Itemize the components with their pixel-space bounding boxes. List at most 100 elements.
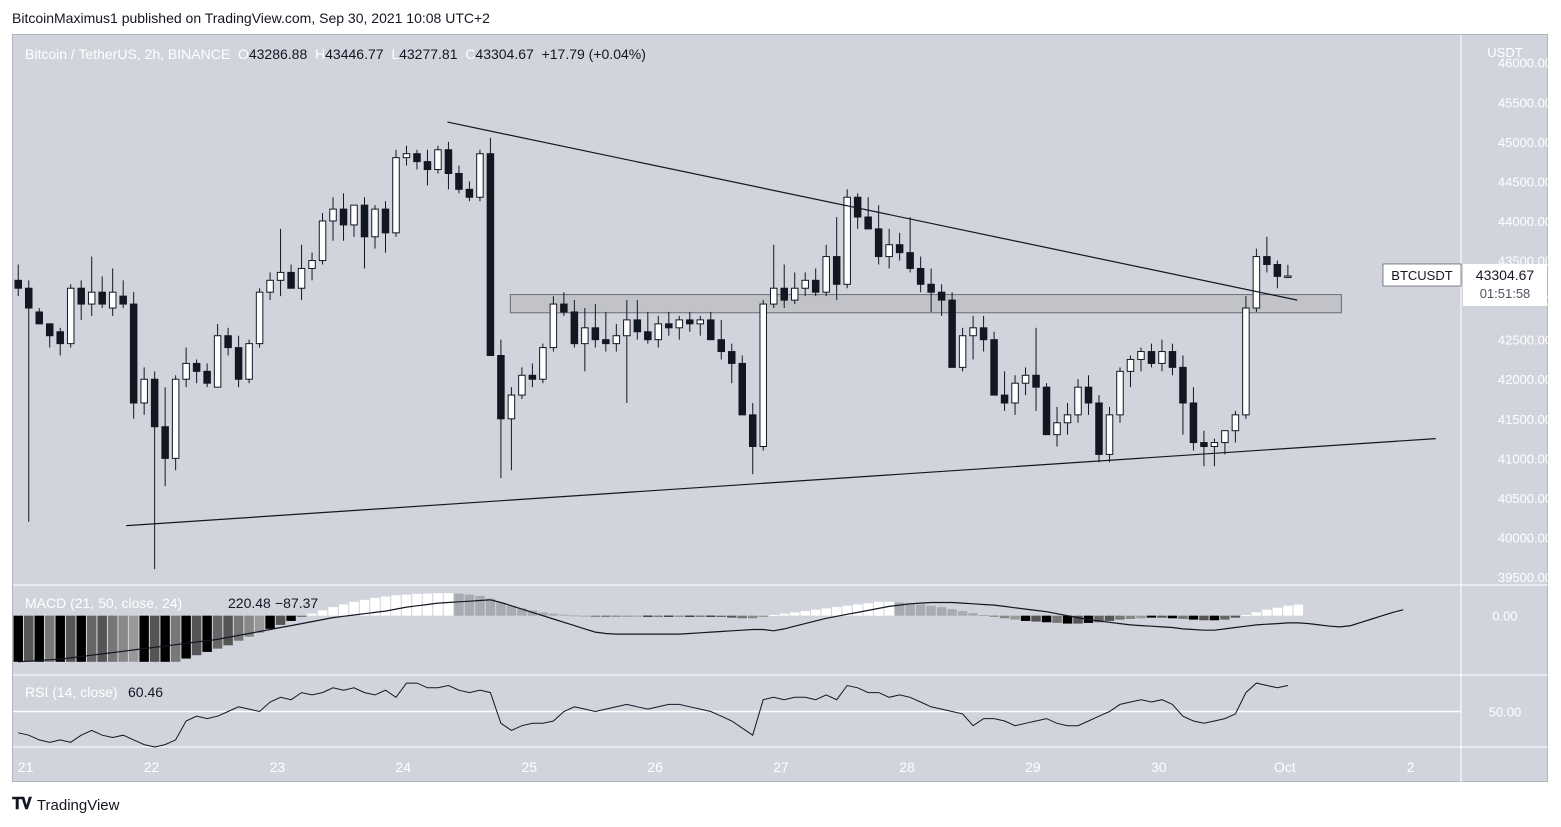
macd-histogram-bar: [632, 615, 643, 617]
price-axis-tick: 40000.00: [1498, 531, 1549, 546]
candle-body: [675, 319, 684, 329]
candle-body: [192, 362, 201, 372]
macd-histogram-bar: [1167, 615, 1178, 619]
chart-frame[interactable]: USDT 46000.00 45500.00 45000.00 44500.00 4400…: [12, 34, 1549, 783]
macd-histogram-bar: [737, 615, 747, 619]
macd-histogram-bar: [947, 609, 957, 616]
candle-body: [77, 287, 85, 305]
macd-histogram-bar: [86, 615, 97, 662]
macd-histogram-bar: [1010, 615, 1020, 620]
macd-signal-value: −87.37: [275, 595, 318, 611]
macd-histogram-bar: [34, 615, 44, 662]
price-axis-tick: 41500.00: [1498, 412, 1549, 427]
macd-histogram-bar: [275, 615, 286, 625]
macd-histogram-bar: [957, 611, 968, 616]
macd-histogram-bar: [286, 615, 296, 621]
macd-histogram-bar: [496, 602, 506, 616]
candle-body: [497, 355, 505, 420]
candle-body: [937, 291, 946, 301]
support-zone: [509, 294, 1342, 314]
macd-histogram-bar: [97, 615, 107, 662]
candle-body: [119, 295, 127, 305]
price-axis-tick: 39500.00: [1498, 570, 1549, 585]
rsi-value: 60.46: [128, 684, 163, 700]
macd-histogram-bar: [926, 605, 936, 616]
macd-histogram-bar: [1251, 612, 1262, 616]
candle-body: [916, 267, 925, 285]
price-tag-symbol-box: [1382, 263, 1462, 287]
macd-histogram-bar: [244, 615, 254, 637]
legend-l-label: L: [391, 46, 399, 62]
candle-body: [203, 370, 211, 384]
time-axis-tick: 29: [1025, 759, 1041, 775]
candle-body: [35, 311, 43, 325]
macd-histogram-bar: [359, 599, 370, 616]
macd-histogram-bar: [391, 595, 401, 616]
macd-histogram-bar: [464, 594, 475, 616]
candle-body: [1095, 402, 1103, 455]
macd-histogram-bar: [695, 615, 705, 617]
candle-body: [696, 319, 705, 325]
macd-histogram-bar: [307, 613, 317, 616]
candle-body: [308, 260, 316, 269]
rsi-line: [18, 682, 1289, 748]
legend-high: 43446.77: [325, 46, 391, 62]
candle-body: [549, 303, 558, 349]
macd-histogram-bar: [727, 615, 737, 618]
legend-change: +17.79 (+0.04%): [542, 46, 646, 62]
macd-histogram-bar: [55, 615, 65, 662]
macd-histogram-bar: [1073, 615, 1083, 624]
macd-histogram-bar: [191, 615, 202, 656]
macd-histogram-bar: [674, 615, 685, 617]
macd-histogram-bar: [1199, 615, 1209, 621]
candle-body: [717, 339, 726, 353]
macd-histogram-bar: [338, 604, 349, 616]
candle-body: [381, 208, 390, 234]
ohlc-legend: Bitcoin / TetherUS, 2h, BINANCE O43286.8…: [25, 46, 646, 62]
candle-body: [728, 351, 736, 364]
candle-body: [1011, 382, 1019, 404]
candle-body: [1053, 422, 1061, 436]
candle-body: [1105, 414, 1114, 455]
macd-histogram-bar: [1041, 615, 1052, 623]
candle-body: [1032, 374, 1040, 388]
candle-body: [790, 287, 799, 301]
price-axis-tick: 41000.00: [1498, 451, 1549, 466]
candle-body: [224, 335, 232, 349]
candle-body: [895, 244, 904, 254]
macd-histogram-bar: [401, 594, 412, 616]
macd-histogram-bar: [538, 612, 548, 616]
macd-histogram-bar: [821, 608, 831, 616]
macd-histogram-bar: [1209, 615, 1220, 621]
candle-body: [1200, 442, 1208, 448]
time-axis-tick: 27: [773, 759, 789, 775]
macd-histogram-bar: [1188, 615, 1199, 620]
macd-histogram-bar: [968, 613, 978, 616]
candle-body: [213, 335, 222, 388]
macd-histogram-bar: [1020, 615, 1031, 621]
candle-body: [287, 271, 295, 289]
macd-histogram-bar: [580, 615, 590, 617]
macd-histogram-bar: [800, 611, 810, 616]
macd-histogram-bar: [349, 601, 359, 616]
candle-body: [245, 343, 253, 380]
price-axis-tick: 44000.00: [1498, 214, 1549, 229]
candle-body: [150, 378, 159, 428]
macd-histogram-bar: [601, 615, 611, 617]
candle-body: [801, 279, 809, 289]
macd-histogram-bar: [685, 615, 695, 617]
macd-histogram-bar: [45, 615, 55, 662]
candle-body: [507, 394, 516, 420]
candle-body: [969, 327, 977, 337]
candle-body: [14, 279, 22, 289]
macd-histogram-bar: [1136, 615, 1146, 619]
macd-histogram-bar: [978, 615, 989, 617]
candle-body: [392, 157, 400, 234]
macd-histogram-bar: [149, 615, 160, 662]
candle-body: [182, 362, 190, 380]
candle-body: [780, 287, 788, 301]
candle-body: [665, 323, 673, 329]
candle-body: [423, 161, 432, 171]
macd-histogram-bar: [443, 593, 454, 616]
